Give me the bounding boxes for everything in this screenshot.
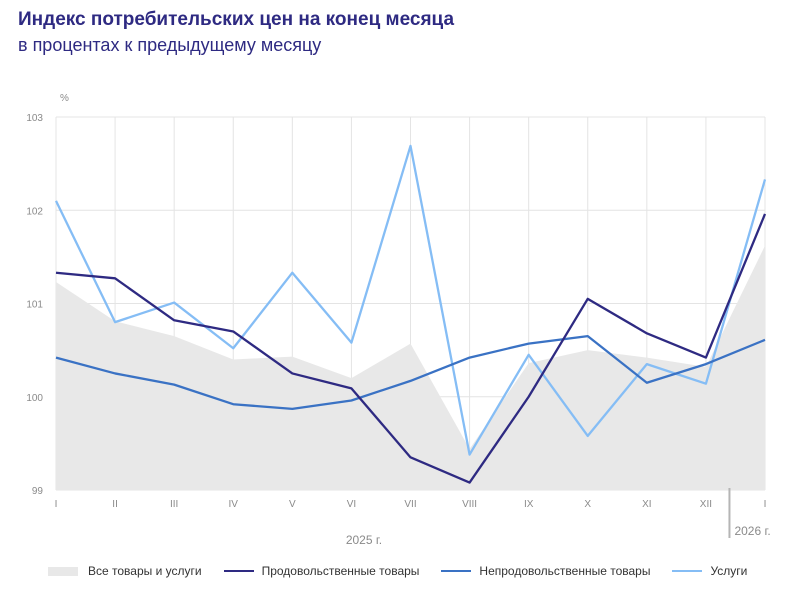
- area-all-goods: [56, 245, 765, 490]
- x-tick-label: VII: [404, 499, 416, 510]
- x-tick-label: IV: [229, 499, 239, 510]
- legend-label-all-goods: Все товары и услуги: [88, 564, 202, 578]
- chart-subtitle: в процентах к предыдущему месяцу: [18, 35, 322, 55]
- chart-title: Индекс потребительских цен на конец меся…: [18, 9, 455, 30]
- legend-label-food: Продовольственные товары: [261, 564, 420, 578]
- x-tick-label: I: [55, 499, 58, 510]
- area-layer: [56, 245, 765, 490]
- y-tick-label: 99: [32, 486, 44, 497]
- legend-label-nonfood: Непродовольственные товары: [479, 564, 651, 578]
- x-tick-label: VI: [347, 499, 356, 510]
- y-tick-label: 102: [26, 206, 43, 217]
- x-tick-label: III: [170, 499, 178, 510]
- y-unit-label: %: [60, 93, 69, 104]
- legend-swatch-area: [48, 566, 78, 576]
- legend-item-food: Продовольственные товары: [223, 564, 420, 578]
- x-tick-label: II: [112, 499, 118, 510]
- line-food: [55, 213, 767, 484]
- y-tick-label: 103: [26, 113, 43, 124]
- x-tick-label: IX: [524, 499, 534, 510]
- x-tick-label: V: [289, 499, 296, 510]
- line-layer: [54, 144, 767, 484]
- x-tick-label: X: [584, 499, 591, 510]
- x-tick-label: VIII: [462, 499, 477, 510]
- x-tick-label: XII: [700, 499, 712, 510]
- line-services: [54, 144, 767, 456]
- year-label-2025: 2025 г.: [346, 533, 382, 547]
- chart-legend: Все товары и услуги Продовольственные то…: [48, 563, 769, 579]
- y-tick-label: 100: [26, 393, 43, 404]
- legend-item-all-goods: Все товары и услуги: [48, 564, 202, 578]
- legend-label-services: Услуги: [710, 564, 748, 578]
- year-label-2026: 2026 г.: [734, 524, 770, 538]
- legend-item-nonfood: Непродовольственные товары: [441, 564, 650, 578]
- x-tick-label: XI: [642, 499, 651, 510]
- legend-swatch-food: [223, 570, 254, 572]
- legend-swatch-services: [672, 570, 703, 572]
- legend-swatch-nonfood: [441, 570, 472, 572]
- line-nonfood: [55, 334, 766, 411]
- y-tick-label: 101: [26, 300, 43, 311]
- x-tick-label: I: [764, 499, 767, 510]
- legend-item-services: Услуги: [672, 564, 747, 578]
